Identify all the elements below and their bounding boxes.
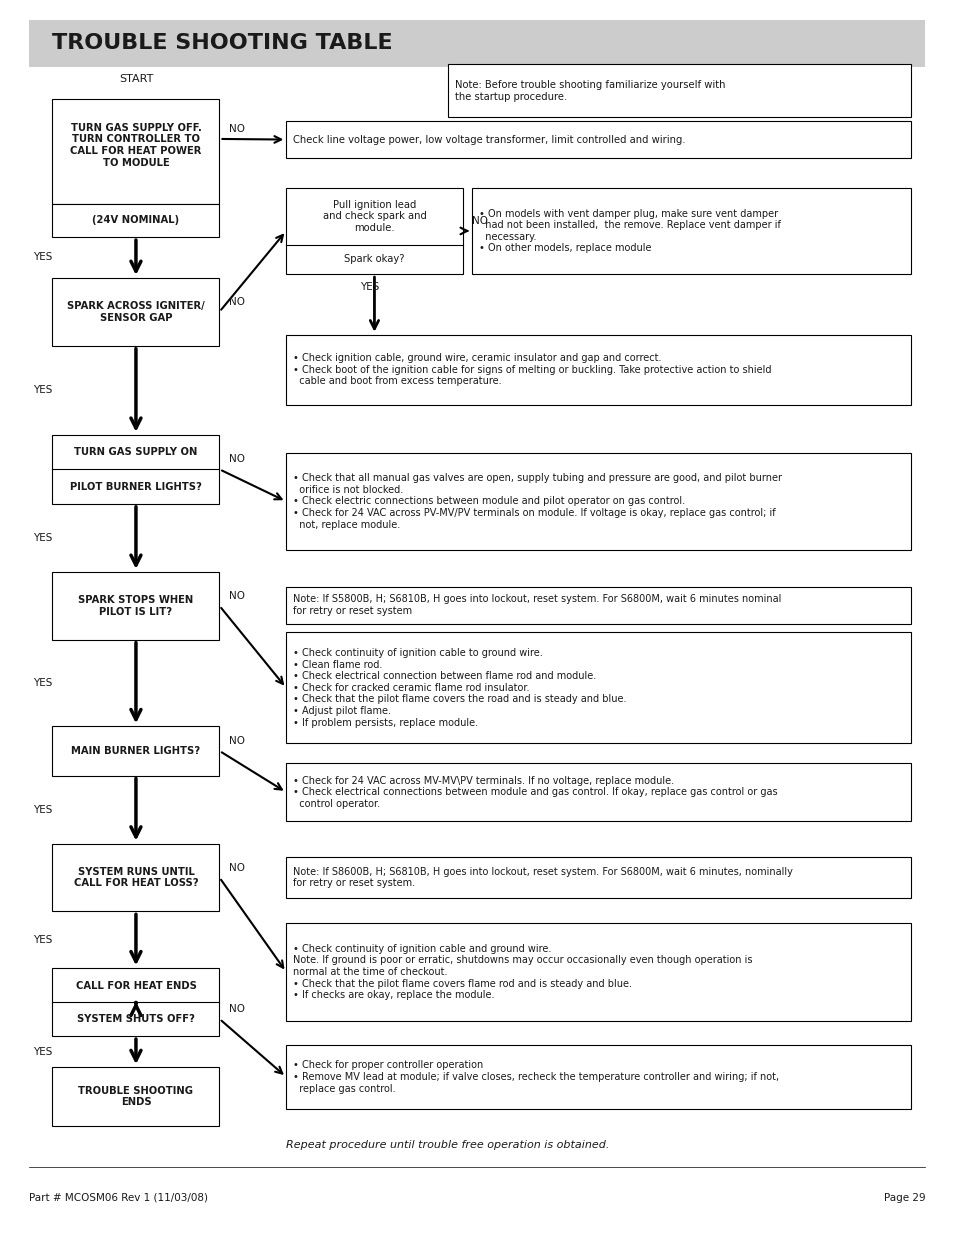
Text: YES: YES — [33, 1046, 52, 1057]
FancyBboxPatch shape — [448, 64, 910, 117]
FancyBboxPatch shape — [29, 20, 924, 67]
Text: NO: NO — [229, 454, 245, 464]
FancyBboxPatch shape — [286, 923, 910, 1021]
FancyBboxPatch shape — [52, 435, 219, 504]
Text: TROUBLE SHOOTING TABLE: TROUBLE SHOOTING TABLE — [52, 33, 393, 53]
FancyBboxPatch shape — [286, 335, 910, 405]
Text: NO: NO — [472, 216, 488, 226]
FancyBboxPatch shape — [286, 857, 910, 898]
FancyBboxPatch shape — [52, 1002, 219, 1036]
Text: YES: YES — [33, 252, 52, 263]
FancyBboxPatch shape — [52, 99, 219, 204]
Text: SYSTEM RUNS UNTIL
CALL FOR HEAT LOSS?: SYSTEM RUNS UNTIL CALL FOR HEAT LOSS? — [73, 867, 198, 888]
Text: NO: NO — [229, 296, 245, 308]
Text: Repeat procedure until trouble free operation is obtained.: Repeat procedure until trouble free oper… — [286, 1140, 609, 1150]
Text: YES: YES — [33, 532, 52, 543]
Text: SYSTEM SHUTS OFF?: SYSTEM SHUTS OFF? — [77, 1014, 194, 1024]
Text: • Check continuity of ignition cable and ground wire.
Note. If ground is poor or: • Check continuity of ignition cable and… — [293, 944, 752, 1000]
Text: Pull ignition lead
and check spark and
module.: Pull ignition lead and check spark and m… — [322, 200, 426, 232]
Text: Note: If S5800B, H; S6810B, H goes into lockout, reset system. For S6800M, wait : Note: If S5800B, H; S6810B, H goes into … — [293, 594, 781, 616]
Text: YES: YES — [33, 804, 52, 815]
Text: Note: If S8600B, H; S6810B, H goes into lockout, reset system. For S6800M, wait : Note: If S8600B, H; S6810B, H goes into … — [293, 867, 792, 888]
Text: Note: Before trouble shooting familiarize yourself with
the startup procedure.: Note: Before trouble shooting familiariz… — [455, 80, 725, 101]
FancyBboxPatch shape — [52, 1067, 219, 1126]
Text: • Check for 24 VAC across MV-MV\PV terminals. If no voltage, replace module.
• C: • Check for 24 VAC across MV-MV\PV termi… — [293, 776, 777, 809]
Text: START: START — [118, 74, 153, 84]
Text: Page 29: Page 29 — [882, 1193, 924, 1203]
FancyBboxPatch shape — [52, 726, 219, 776]
FancyBboxPatch shape — [52, 572, 219, 640]
Text: YES: YES — [33, 385, 52, 395]
Text: Part # MCOSM06 Rev 1 (11/03/08): Part # MCOSM06 Rev 1 (11/03/08) — [29, 1193, 208, 1203]
FancyBboxPatch shape — [286, 587, 910, 624]
Text: TURN GAS SUPPLY OFF.
TURN CONTROLLER TO
CALL FOR HEAT POWER
TO MODULE: TURN GAS SUPPLY OFF. TURN CONTROLLER TO … — [71, 122, 201, 168]
FancyBboxPatch shape — [52, 844, 219, 911]
Text: YES: YES — [33, 935, 52, 945]
Text: NO: NO — [229, 862, 245, 872]
Text: NO: NO — [229, 590, 245, 601]
Text: Spark okay?: Spark okay? — [344, 254, 404, 264]
FancyBboxPatch shape — [286, 453, 910, 550]
FancyBboxPatch shape — [286, 763, 910, 821]
Text: • On models with vent damper plug, make sure vent damper
  had not been installe: • On models with vent damper plug, make … — [478, 209, 780, 253]
Text: NO: NO — [229, 1004, 245, 1014]
FancyBboxPatch shape — [52, 278, 219, 346]
Text: NO: NO — [229, 736, 245, 746]
FancyBboxPatch shape — [52, 204, 219, 237]
Text: (24V NOMINAL): (24V NOMINAL) — [92, 215, 179, 226]
Text: TURN GAS SUPPLY ON: TURN GAS SUPPLY ON — [74, 447, 197, 457]
Text: YES: YES — [359, 282, 379, 291]
Text: TROUBLE SHOOTING
ENDS: TROUBLE SHOOTING ENDS — [78, 1086, 193, 1108]
Text: SPARK ACROSS IGNITER/
SENSOR GAP: SPARK ACROSS IGNITER/ SENSOR GAP — [67, 301, 205, 322]
Text: SPARK STOPS WHEN
PILOT IS LIT?: SPARK STOPS WHEN PILOT IS LIT? — [78, 595, 193, 616]
Text: MAIN BURNER LIGHTS?: MAIN BURNER LIGHTS? — [71, 746, 200, 756]
Text: YES: YES — [33, 678, 52, 688]
Text: • Check continuity of ignition cable to ground wire.
• Clean flame rod.
• Check : • Check continuity of ignition cable to … — [293, 648, 626, 727]
Text: CALL FOR HEAT ENDS: CALL FOR HEAT ENDS — [75, 981, 196, 990]
FancyBboxPatch shape — [52, 968, 219, 1003]
FancyBboxPatch shape — [472, 188, 910, 274]
Text: NO: NO — [229, 124, 245, 135]
Text: PILOT BURNER LIGHTS?: PILOT BURNER LIGHTS? — [70, 482, 202, 492]
Text: • Check for proper controller operation
• Remove MV lead at module; if valve clo: • Check for proper controller operation … — [293, 1061, 779, 1093]
FancyBboxPatch shape — [286, 1045, 910, 1109]
Text: • Check that all manual gas valves are open, supply tubing and pressure are good: • Check that all manual gas valves are o… — [293, 473, 781, 530]
Text: Check line voltage power, low voltage transformer, limit controlled and wiring.: Check line voltage power, low voltage tr… — [293, 135, 685, 144]
FancyBboxPatch shape — [286, 632, 910, 743]
FancyBboxPatch shape — [286, 188, 462, 274]
FancyBboxPatch shape — [286, 121, 910, 158]
Text: • Check ignition cable, ground wire, ceramic insulator and gap and correct.
• Ch: • Check ignition cable, ground wire, cer… — [293, 353, 771, 387]
